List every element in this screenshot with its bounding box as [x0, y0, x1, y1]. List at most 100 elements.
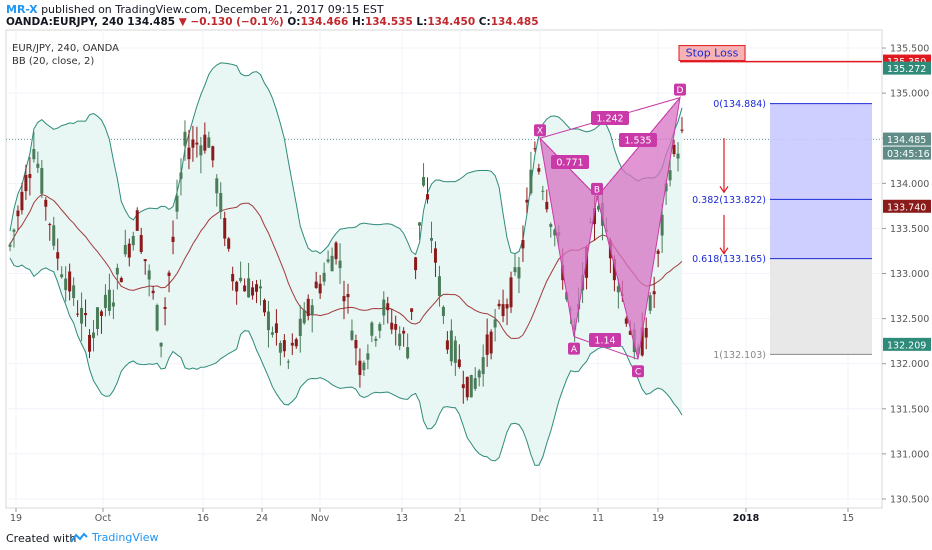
- candle-body: [624, 318, 628, 324]
- indicator-legend: BB (20, close, 2): [12, 56, 94, 67]
- candle-body: [290, 342, 294, 346]
- y-tick-label: 133.500: [890, 224, 929, 235]
- candle-body: [449, 330, 453, 362]
- candle-body: [99, 311, 103, 316]
- y-tick-label: 133.000: [890, 269, 929, 280]
- candle-body: [151, 290, 155, 294]
- candle-body: [103, 294, 107, 308]
- harmonic-pattern[interactable]: X A B C D 1.242 0.771 1.535 1.14: [534, 83, 686, 378]
- y-tick-label: 131.500: [890, 404, 929, 415]
- candle-body: [596, 205, 600, 210]
- tradingview-brand-link[interactable]: TradingView: [70, 531, 158, 544]
- candle-body: [16, 210, 20, 217]
- candle-body: [235, 281, 239, 292]
- candle-body: [366, 353, 370, 360]
- candle-body: [302, 310, 306, 324]
- price-axis[interactable]: 135.500135.000134.500134.000133.500133.0…: [882, 44, 931, 506]
- fib-retracement[interactable]: 0(134.884) 0.382(133.822) 0.618(133.165) 1(…: [678, 45, 882, 361]
- candle-body: [406, 347, 410, 359]
- candle-body: [56, 252, 60, 259]
- candle-body: [525, 199, 529, 203]
- x-tick-label: Oct: [95, 513, 112, 524]
- y-tick-label: 130.500: [890, 494, 929, 505]
- candle-body: [24, 174, 28, 192]
- candle-body: [8, 244, 12, 247]
- x-tick-label: 11: [592, 513, 604, 524]
- author-link[interactable]: MR-X: [6, 3, 38, 16]
- pattern-ratio-badge: [589, 333, 621, 347]
- candle-body: [183, 131, 187, 146]
- candle-body: [215, 178, 219, 194]
- candle-body: [489, 331, 493, 354]
- pattern-triangle-bcd: [596, 95, 681, 360]
- candle-body: [378, 324, 382, 331]
- candle-body: [191, 139, 195, 148]
- candle-body: [398, 333, 402, 347]
- bb-fill: [10, 62, 682, 466]
- candle-body: [418, 222, 422, 226]
- candle-body: [370, 322, 374, 336]
- candle-body: [529, 169, 533, 194]
- candle-body: [211, 146, 215, 161]
- candle-body: [429, 238, 433, 241]
- candle-body: [433, 248, 437, 263]
- candle-body: [20, 191, 24, 211]
- price-axis-badge-label: 133.740: [887, 202, 926, 213]
- candle-body: [239, 277, 243, 281]
- y-tick-label: 131.000: [890, 449, 929, 460]
- candle-body: [537, 168, 541, 172]
- candle-body: [656, 250, 660, 254]
- price-chart[interactable]: X A B C D 1.242 0.771 1.535 1.14 0(134.884) 0.382…: [0, 0, 932, 528]
- price-axis-badge-label: 134.485: [887, 135, 926, 146]
- fib-target-box: [770, 103, 872, 259]
- candle-body: [278, 342, 282, 353]
- candle-body: [553, 229, 557, 236]
- tradingview-brand-label: TradingView: [92, 531, 159, 544]
- candle-body: [123, 245, 127, 255]
- candle-body: [92, 332, 96, 339]
- y-tick-label: 135.000: [890, 89, 929, 100]
- candle-body: [318, 283, 322, 294]
- time-axis[interactable]: 19 Oct 16 24 Nov 13 21 Dec 11 19 2018 15: [10, 508, 854, 524]
- price-axis-badge: [883, 146, 931, 160]
- pattern-ratio-label: 1.242: [596, 114, 623, 125]
- candle-body: [270, 332, 274, 335]
- candle-body: [175, 195, 179, 212]
- candle-body: [326, 259, 330, 262]
- candle-body: [541, 190, 545, 192]
- x-tick-label: 19: [652, 513, 664, 524]
- x-tick-label: 19: [10, 513, 22, 524]
- candle-body: [251, 287, 255, 296]
- candle-body: [616, 286, 620, 293]
- candle-body: [231, 273, 235, 282]
- candle-body: [426, 194, 430, 200]
- fib-level-label: 0.382(133.822): [692, 195, 766, 206]
- fib-level-label: 0.618(133.165): [692, 254, 766, 265]
- candle-body: [247, 278, 251, 298]
- low-label: L:: [416, 16, 428, 28]
- candle-body: [64, 278, 68, 291]
- candle-body: [672, 144, 676, 155]
- candle-body: [147, 270, 151, 280]
- close-label: C:: [478, 16, 491, 28]
- candle-body: [461, 384, 465, 389]
- candle-body: [362, 362, 366, 371]
- symbol-label: OANDA:EURJPY, 240: [6, 16, 124, 28]
- stop-loss-label: Stop Loss: [686, 47, 739, 60]
- y-tick-label: 132.500: [890, 314, 929, 325]
- candle-body: [644, 327, 648, 338]
- pattern-line-ac: [573, 336, 639, 360]
- x-tick-label: 24: [256, 513, 268, 524]
- candle-body: [437, 276, 441, 296]
- open-value: 134.466: [300, 16, 349, 28]
- candle-body: [382, 299, 386, 316]
- y-tick-label: 134.000: [890, 179, 929, 190]
- candle-body: [310, 305, 314, 315]
- candle-body: [60, 274, 64, 278]
- candle-body: [306, 298, 310, 316]
- candle-body: [195, 142, 199, 145]
- stop-loss-box: [678, 45, 746, 62]
- close-value: 134.485: [490, 16, 539, 28]
- candle-body: [469, 375, 473, 398]
- candle-body: [131, 235, 135, 246]
